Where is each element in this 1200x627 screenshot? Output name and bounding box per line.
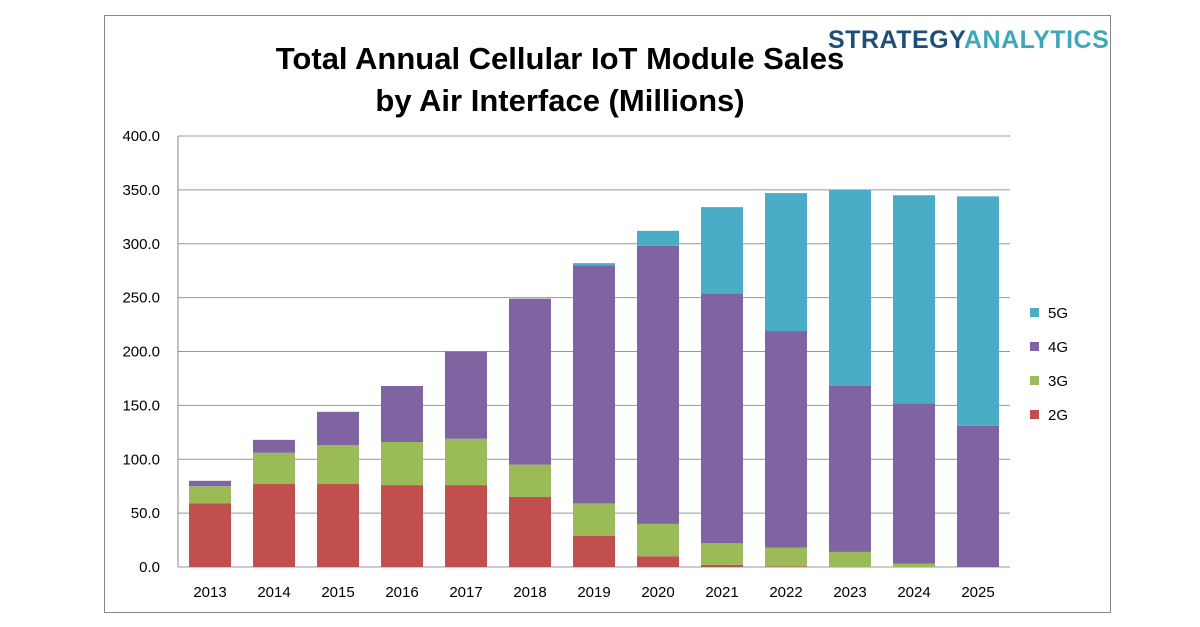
- y-tick-label: 300.0: [122, 236, 160, 253]
- x-tick-label: 2019: [577, 584, 610, 601]
- bar-4G-2017: [445, 351, 487, 439]
- bar-4G-2025: [957, 425, 999, 567]
- bar-3G-2013: [189, 486, 231, 504]
- bar-5G-2022: [765, 193, 807, 332]
- bar-4G-2023: [829, 385, 871, 552]
- legend-label-3G: 3G: [1048, 373, 1068, 390]
- bar-2G-2015: [317, 484, 359, 567]
- x-tick-label: 2020: [641, 584, 674, 601]
- legend-swatch-2G: [1030, 410, 1039, 419]
- bar-3G-2022: [765, 547, 807, 567]
- x-tick-label: 2025: [961, 584, 994, 601]
- x-tick-label: 2016: [385, 584, 418, 601]
- bar-4G-2020: [637, 245, 679, 524]
- strategy-analytics-logo: STRATEGYANALYTICS: [828, 26, 1110, 54]
- bar-2G-2021: [701, 564, 743, 567]
- bar-3G-2018: [509, 464, 551, 497]
- bar-2G-2019: [573, 535, 615, 567]
- y-tick-label: 50.0: [131, 505, 160, 522]
- x-tick-label: 2013: [193, 584, 226, 601]
- x-tick-label: 2021: [705, 584, 738, 601]
- y-tick-label: 0.0: [139, 559, 160, 576]
- bar-3G-2016: [381, 442, 423, 486]
- legend-swatch-3G: [1030, 376, 1039, 385]
- bar-3G-2023: [829, 551, 871, 567]
- y-tick-label: 200.0: [122, 344, 160, 361]
- bar-3G-2020: [637, 523, 679, 557]
- bar-3G-2019: [573, 503, 615, 536]
- bar-4G-2013: [189, 480, 231, 487]
- bar-3G-2014: [253, 452, 295, 485]
- x-tick-label: 2024: [897, 584, 930, 601]
- x-tick-label: 2017: [449, 584, 482, 601]
- bar-2G-2020: [637, 556, 679, 567]
- bar-5G-2025: [957, 196, 999, 426]
- bar-2G-2013: [189, 503, 231, 567]
- bar-5G-2024: [893, 195, 935, 404]
- bar-5G-2023: [829, 189, 871, 386]
- y-tick-label: 400.0: [122, 128, 160, 145]
- y-tick-label: 350.0: [122, 182, 160, 199]
- bar-2G-2018: [509, 496, 551, 567]
- x-tick-label: 2018: [513, 584, 546, 601]
- bar-3G-2017: [445, 438, 487, 486]
- chart-title-line-2: by Air Interface (Millions): [375, 83, 745, 118]
- bar-2G-2017: [445, 485, 487, 567]
- bar-4G-2024: [893, 403, 935, 564]
- bar-3G-2024: [893, 563, 935, 567]
- legend-label-5G: 5G: [1048, 305, 1068, 322]
- bar-5G-2019: [573, 263, 615, 266]
- bar-3G-2021: [701, 543, 743, 565]
- x-tick-label: 2015: [321, 584, 354, 601]
- bar-5G-2021: [701, 207, 743, 294]
- y-tick-label: 100.0: [122, 451, 160, 468]
- bar-4G-2019: [573, 265, 615, 504]
- bar-4G-2015: [317, 411, 359, 446]
- bar-3G-2015: [317, 445, 359, 485]
- legend-label-4G: 4G: [1048, 339, 1068, 356]
- bar-4G-2016: [381, 385, 423, 443]
- bar-4G-2018: [509, 298, 551, 465]
- bar-2G-2016: [381, 485, 423, 567]
- y-tick-label: 250.0: [122, 290, 160, 307]
- legend-swatch-4G: [1030, 342, 1039, 351]
- bar-2G-2022: [765, 566, 807, 567]
- x-tick-label: 2023: [833, 584, 866, 601]
- bar-5G-2020: [637, 230, 679, 246]
- legend-swatch-5G: [1030, 308, 1039, 317]
- bar-4G-2021: [701, 293, 743, 544]
- chart-title-line-1: Total Annual Cellular IoT Module Sales: [275, 41, 845, 76]
- chart-title: Total Annual Cellular IoT Module Sales b…: [150, 38, 970, 122]
- y-tick-label: 150.0: [122, 397, 160, 414]
- bar-2G-2014: [253, 484, 295, 567]
- bar-4G-2022: [765, 331, 807, 548]
- x-tick-label: 2014: [257, 584, 290, 601]
- x-tick-label: 2022: [769, 584, 802, 601]
- bar-4G-2014: [253, 439, 295, 453]
- legend-label-2G: 2G: [1048, 407, 1068, 424]
